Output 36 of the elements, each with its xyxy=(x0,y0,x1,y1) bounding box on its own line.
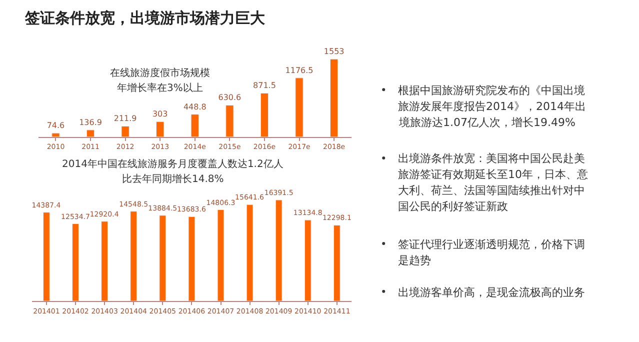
chart-title: 2014年中国在线旅游服务月度覆盖人数达1.2亿人比去年同期增长14.8% xyxy=(62,158,284,185)
bar xyxy=(156,121,164,137)
bar xyxy=(52,132,60,137)
bar xyxy=(188,216,196,301)
text: 签证条件放宽，出境游市场潜力巨大 xyxy=(24,9,266,27)
bar xyxy=(246,204,254,301)
text: 出境游条件放宽：美国将中国公民赴美旅游签证有效期延长至10年，日本、意大利、荷兰、法国等国陆续推出针对中国公民的利好签证新政 xyxy=(398,152,588,213)
bar xyxy=(330,58,338,137)
data-label: 211.9 xyxy=(114,114,137,124)
data-label: 1553 xyxy=(324,47,344,56)
bar xyxy=(226,104,234,137)
bar xyxy=(304,220,312,301)
bar xyxy=(130,211,138,301)
bar xyxy=(86,130,95,137)
bar xyxy=(217,210,224,301)
bar xyxy=(333,224,340,301)
bar xyxy=(159,215,166,301)
text: 根据中国旅游研究院发布的《中国出境旅游发展年度报告2014》，2014年出境旅游达1.07亿人次，增长19.49% xyxy=(398,84,586,129)
bar xyxy=(190,114,199,137)
data-label: 630.6 xyxy=(218,93,242,102)
data-label: 136.9 xyxy=(79,118,102,127)
bar xyxy=(72,224,79,301)
data-label: 1176.5 xyxy=(285,66,314,75)
data-label: 871.5 xyxy=(253,81,276,90)
bar xyxy=(101,221,108,301)
bar xyxy=(260,92,269,137)
bar xyxy=(275,200,282,301)
bar xyxy=(43,212,50,301)
bar xyxy=(121,126,130,137)
data-label: 74.6 xyxy=(46,121,65,130)
bar xyxy=(295,78,304,137)
data-label: 303 xyxy=(152,110,168,119)
text: 签证代理行业逐渐透明规范，价格下调是趋势 xyxy=(398,238,585,267)
text: 在线旅游度假市场规模年增长率在3%以上 xyxy=(110,67,210,94)
data-label: 448.8 xyxy=(183,102,206,112)
text: 出境游客单价高，是现金流极高的业务 xyxy=(398,286,585,299)
